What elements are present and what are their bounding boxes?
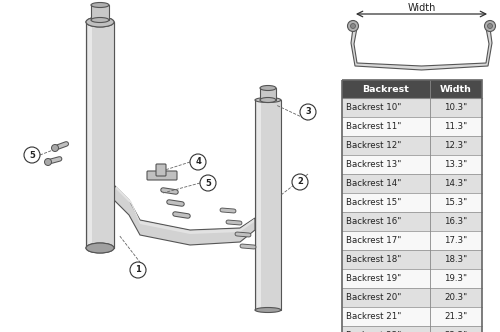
- Bar: [342, 250, 482, 269]
- Ellipse shape: [260, 98, 276, 103]
- Polygon shape: [351, 28, 492, 70]
- Ellipse shape: [91, 18, 109, 23]
- Ellipse shape: [260, 86, 276, 91]
- Ellipse shape: [86, 17, 114, 27]
- Bar: [342, 136, 482, 155]
- Circle shape: [292, 174, 308, 190]
- Text: 16.3": 16.3": [444, 217, 468, 226]
- Text: Backrest: Backrest: [362, 85, 410, 94]
- Text: 14.3": 14.3": [444, 179, 468, 188]
- Text: 21.3": 21.3": [444, 312, 468, 321]
- Text: 2: 2: [297, 178, 303, 187]
- Bar: [342, 174, 482, 193]
- Text: 22.3": 22.3": [444, 331, 468, 332]
- Bar: [86, 22, 114, 248]
- Bar: [342, 307, 482, 326]
- Text: Backrest 10": Backrest 10": [346, 103, 402, 112]
- Ellipse shape: [86, 243, 114, 253]
- Polygon shape: [114, 185, 255, 245]
- Text: 19.3": 19.3": [444, 274, 468, 283]
- Circle shape: [350, 24, 356, 29]
- Bar: [91, 5, 109, 20]
- Text: 4: 4: [195, 157, 201, 167]
- Circle shape: [44, 158, 52, 165]
- Text: 5: 5: [205, 179, 211, 188]
- Text: 15.3": 15.3": [444, 198, 468, 207]
- Circle shape: [200, 175, 216, 191]
- Circle shape: [130, 262, 146, 278]
- Text: 20.3": 20.3": [444, 293, 468, 302]
- Bar: [342, 288, 482, 307]
- Circle shape: [24, 147, 40, 163]
- FancyBboxPatch shape: [147, 171, 177, 180]
- Text: Backrest 19": Backrest 19": [346, 274, 401, 283]
- Text: Backrest 17": Backrest 17": [346, 236, 402, 245]
- Bar: [257, 100, 261, 310]
- Circle shape: [484, 21, 496, 32]
- Polygon shape: [116, 186, 254, 234]
- Bar: [342, 326, 482, 332]
- Text: Backrest
Width: Backrest Width: [400, 0, 443, 13]
- Ellipse shape: [86, 17, 114, 27]
- Bar: [260, 88, 276, 100]
- Circle shape: [52, 144, 59, 151]
- Text: 3: 3: [305, 108, 311, 117]
- Bar: [342, 212, 482, 231]
- Text: Backrest 20": Backrest 20": [346, 293, 402, 302]
- Bar: [342, 231, 482, 250]
- Text: Backrest 16": Backrest 16": [346, 217, 402, 226]
- Text: Backrest 14": Backrest 14": [346, 179, 402, 188]
- Text: Backrest 15": Backrest 15": [346, 198, 402, 207]
- Ellipse shape: [255, 98, 281, 103]
- Circle shape: [190, 154, 206, 170]
- Circle shape: [300, 104, 316, 120]
- FancyBboxPatch shape: [156, 164, 166, 176]
- Text: 1: 1: [135, 266, 141, 275]
- Bar: [342, 98, 482, 117]
- Bar: [88, 22, 92, 248]
- Text: 13.3": 13.3": [444, 160, 468, 169]
- Text: Backrest 22": Backrest 22": [346, 331, 402, 332]
- Bar: [342, 155, 482, 174]
- Text: 18.3": 18.3": [444, 255, 468, 264]
- Ellipse shape: [255, 307, 281, 312]
- Text: Backrest 11": Backrest 11": [346, 122, 402, 131]
- Text: 17.3": 17.3": [444, 236, 468, 245]
- Bar: [342, 269, 482, 288]
- Circle shape: [348, 21, 358, 32]
- Text: Backrest 12": Backrest 12": [346, 141, 402, 150]
- Text: Backrest 18": Backrest 18": [346, 255, 402, 264]
- Bar: [342, 80, 482, 332]
- Text: 11.3": 11.3": [444, 122, 468, 131]
- Text: 10.3": 10.3": [444, 103, 468, 112]
- Text: 5: 5: [29, 150, 35, 159]
- Bar: [342, 117, 482, 136]
- Bar: [88, 22, 92, 248]
- Bar: [86, 22, 114, 248]
- Text: Backrest 13": Backrest 13": [346, 160, 402, 169]
- Ellipse shape: [91, 3, 109, 8]
- Ellipse shape: [86, 243, 114, 253]
- Text: Width: Width: [440, 85, 472, 94]
- Bar: [342, 80, 482, 98]
- Circle shape: [488, 24, 492, 29]
- Text: 12.3": 12.3": [444, 141, 468, 150]
- Text: Backrest 21": Backrest 21": [346, 312, 402, 321]
- Bar: [255, 100, 281, 310]
- Bar: [342, 193, 482, 212]
